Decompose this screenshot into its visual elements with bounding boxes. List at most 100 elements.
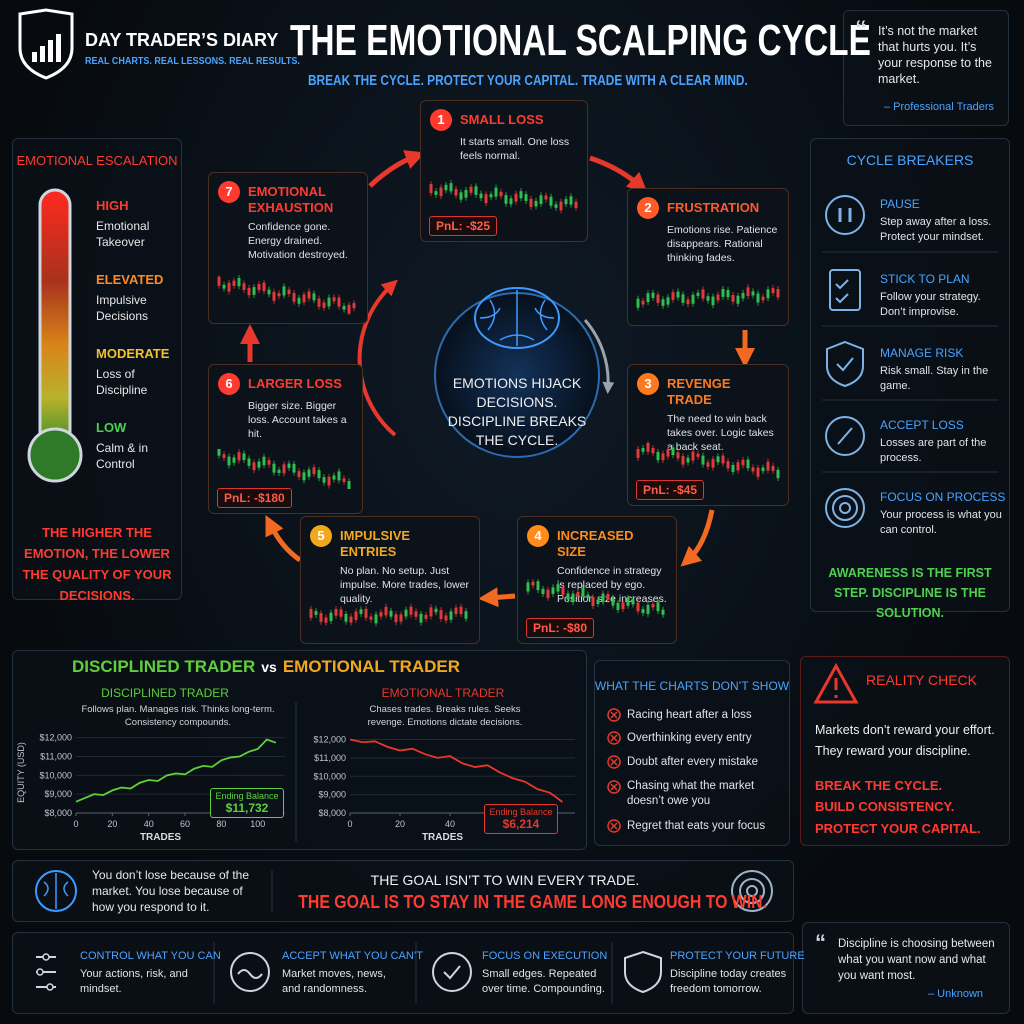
mini-candle xyxy=(312,467,316,475)
cycle-card: 6 LARGER LOSS Bigger size. Bigger loss. Ac… xyxy=(208,364,363,514)
mini-candle xyxy=(247,458,251,466)
brain-fold xyxy=(479,290,555,346)
mini-candle xyxy=(771,465,775,471)
mini-candle xyxy=(399,614,403,622)
mini-candle xyxy=(616,602,620,610)
mini-candle xyxy=(322,477,326,483)
title-b: EMOTIONAL TRADER xyxy=(282,657,461,676)
mini-candle xyxy=(726,290,730,298)
mini-candle xyxy=(287,289,291,294)
cycle-arrow xyxy=(478,587,516,608)
step-number: 3 xyxy=(637,373,659,395)
hidden-title: WHAT THE CHARTS DON’T SHOW xyxy=(594,679,790,693)
breaker-text: Step away after a loss. Protect your min… xyxy=(880,216,992,243)
step-title: EMOTIONAL EXHAUSTION xyxy=(248,184,334,215)
quote-author: – Professional Traders xyxy=(884,101,995,113)
mini-candle xyxy=(761,467,765,472)
mini-candle xyxy=(559,201,563,211)
mini-candle xyxy=(222,454,226,458)
mini-candle xyxy=(322,302,326,308)
chart-title: EMOTIONAL TRADER xyxy=(381,686,505,700)
cycle-arrow xyxy=(368,150,426,188)
mini-candle xyxy=(731,294,735,302)
page-title: THE EMOTIONAL SCALPING CYCLE xyxy=(290,16,871,65)
mini-chart xyxy=(217,449,351,489)
logo-shield xyxy=(18,8,74,80)
mini-candle xyxy=(751,291,755,296)
mini-candle xyxy=(766,289,770,299)
step-text: The need to win back takes over. Logic t… xyxy=(667,413,774,453)
mini-candle xyxy=(237,452,241,461)
step-title: FRUSTRATION xyxy=(667,200,760,215)
mini-candle xyxy=(591,597,595,607)
mini-candle xyxy=(459,606,463,615)
card-header: 5 IMPULSIVE ENTRIES xyxy=(310,525,471,560)
mini-candle xyxy=(454,607,458,615)
mini-candle xyxy=(651,447,655,454)
mini-candle xyxy=(721,289,725,297)
step-title: SMALL LOSS xyxy=(460,112,544,127)
cycle-arrow xyxy=(265,515,302,563)
mini-candle xyxy=(444,184,448,191)
banner-line2: THE GOAL IS TO STAY IN THE GAME LONG ENO… xyxy=(298,892,767,912)
mini-candle xyxy=(636,448,640,458)
mini-candle xyxy=(636,298,640,308)
mini-candle xyxy=(267,460,271,465)
mini-candle xyxy=(334,609,338,616)
mini-candle xyxy=(327,297,331,307)
ending-label: Ending Balance xyxy=(489,807,553,817)
mini-candle xyxy=(656,294,660,303)
level-name: LOW xyxy=(96,420,127,435)
breakers-title: CYCLE BREAKERS xyxy=(846,152,974,168)
mini-candle xyxy=(686,299,690,305)
mini-candle xyxy=(277,293,281,297)
step-number: 1 xyxy=(430,109,452,131)
mini-candle xyxy=(252,287,256,295)
brain xyxy=(474,287,560,349)
mini-candle xyxy=(474,186,478,195)
breaker-text: Follow your strategy. Don’t improvise. xyxy=(880,291,981,318)
mini-candle xyxy=(379,612,383,617)
mini-candle xyxy=(434,608,438,613)
mini-candle xyxy=(459,192,463,200)
mini-candle xyxy=(741,292,745,299)
mini-candle xyxy=(354,611,358,620)
mini-candle xyxy=(641,609,645,614)
breaker-title: MANAGE RISK xyxy=(880,346,964,360)
mini-candle xyxy=(384,606,388,616)
mini-candle xyxy=(706,296,710,301)
mini-candle xyxy=(222,284,226,289)
cycle-card: 3 REVENGE TRADE The need to win back takes… xyxy=(627,364,789,506)
footer-text: Small edges. Repeated over time. Compoun… xyxy=(482,968,605,995)
mini-candle xyxy=(561,587,565,595)
step-text: It starts small. One loss feels normal. xyxy=(460,136,570,162)
mini-candle xyxy=(696,292,700,296)
tagline: REAL CHARTS. REAL LESSONS. REAL RESULTS. xyxy=(85,56,300,67)
mini-candle xyxy=(257,284,261,291)
mini-candle xyxy=(514,193,518,202)
mini-candle xyxy=(429,184,433,194)
step-text: Bigger size. Bigger loss. Account takes … xyxy=(248,400,347,440)
mini-candle xyxy=(267,289,271,295)
mini-candle xyxy=(292,293,296,302)
cycle-card: 5 IMPULSIVE ENTRIES No plan. No setup. Jus… xyxy=(300,516,480,644)
mini-candle xyxy=(526,582,530,592)
reality-call: PROTECT YOUR CAPITAL. xyxy=(815,821,981,836)
step-text: Emotions rise. Patience disappears. Rati… xyxy=(667,224,778,264)
ending-label: Ending Balance xyxy=(215,791,279,801)
hidden-item: Racing heart after a loss xyxy=(627,709,752,721)
pnl-box: PnL: -$80 xyxy=(526,618,595,638)
mini-candle xyxy=(314,611,318,615)
reality-text: Markets don’t reward your effort. They r… xyxy=(815,723,995,758)
quote-mark: “ xyxy=(855,16,867,43)
chart-title: DISCIPLINED TRADER xyxy=(101,686,229,700)
escalation-footer: THE HIGHER THE EMOTION, THE LOWER THE QU… xyxy=(22,525,172,603)
mini-candle xyxy=(337,297,341,307)
mini-candle xyxy=(282,286,286,296)
cycle-card: 7 EMOTIONAL EXHAUSTION Confidence gone. En… xyxy=(208,172,368,324)
mini-candle xyxy=(332,297,336,302)
mini-candle xyxy=(302,294,306,303)
banner-line1: THE GOAL ISN’T TO WIN EVERY TRADE. xyxy=(370,872,640,888)
mini-candle xyxy=(409,606,413,615)
step-number: 4 xyxy=(527,525,549,547)
